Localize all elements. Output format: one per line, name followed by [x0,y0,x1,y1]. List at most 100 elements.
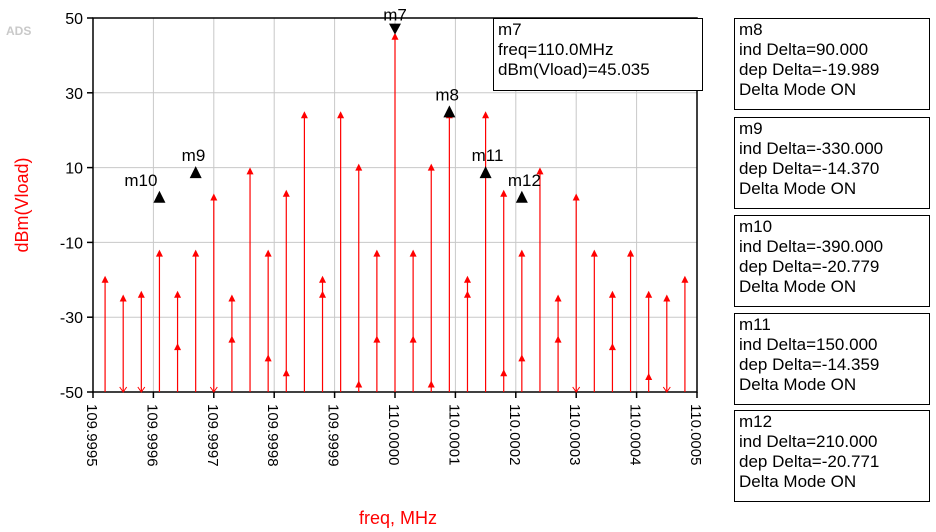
x-tick-label: 109.9997 [204,404,221,467]
stem-point [137,290,145,298]
x-tick-label: 109.9998 [264,404,281,467]
stem-point [482,111,490,119]
readout-line: ind Delta=-330.000 [739,139,884,158]
x-tick-label: 109.9995 [83,404,100,467]
x-tick-label: 109.9999 [325,404,342,467]
x-axis-label: freq, MHz [359,508,437,528]
stem-point [101,275,109,283]
x-tick-label: 110.0005 [687,404,704,465]
stem-point [645,373,653,381]
stem-point [155,249,163,257]
delta-readout-m9: m9 ind Delta=-330.000 dep Delta=-14.370 … [734,117,930,209]
x-tick-label: 110.0002 [506,404,523,465]
x-tick-label: 109.9996 [143,404,160,467]
marker-m12 [515,190,528,203]
stem-point [590,249,598,257]
stem-point [608,343,616,351]
stem-point [554,294,562,302]
stem-point [645,290,653,298]
marker-m11 [479,166,492,179]
stem-point [536,167,544,175]
stem-point [119,294,127,302]
ads-logo: ADS [6,24,32,38]
stem-point [518,354,526,362]
stem-point [174,343,182,351]
delta-readout-m12: m12 ind Delta=210.000 dep Delta=-20.771 … [734,410,930,502]
readout-line: dep Delta=-20.771 [739,452,880,471]
y-tick-label: -30 [60,310,83,327]
stem-point [627,249,635,257]
readout-line: ind Delta=-390.000 [739,237,884,256]
readout-line: dep Delta=-20.779 [739,257,880,276]
y-tick-label: -10 [60,235,83,252]
stem-floor-point [209,386,218,393]
x-tick-label: 110.0004 [627,404,644,465]
stem-floor-point [572,386,581,393]
readout-line: m9 [739,119,763,138]
marker-m9 [189,166,202,179]
stem-point [264,354,272,362]
marker-readout-m7: m7 freq=110.0MHz dBm(Vload)=45.035 [493,18,703,91]
readout-line: ind Delta=150.000 [739,335,878,354]
readout-line: m8 [739,20,763,39]
stem-point [663,294,671,302]
stem-point [300,111,308,119]
y-tick-label: -50 [60,385,83,402]
stem-point [391,32,399,40]
x-tick-label: 110.0001 [445,404,462,465]
readout-line: dep Delta=-14.359 [739,355,880,374]
stem-floor-point [662,386,671,393]
readout-line: freq=110.0MHz [498,40,614,59]
stem-point [355,163,363,171]
y-tick-label: 10 [65,161,83,178]
delta-readout-m10: m10 ind Delta=-390.000 dep Delta=-20.779… [734,215,930,307]
delta-readout-m8: m8 ind Delta=90.000 dep Delta=-19.989 De… [734,18,930,110]
readout-line: m10 [739,217,773,236]
x-tick-label: 110.0003 [566,404,583,465]
stem-point [246,167,254,175]
marker-label-m9: m9 [182,146,206,165]
stem-point [264,249,272,257]
stem-point [210,193,218,201]
stem-point [427,380,435,388]
readout-line: ind Delta=210.000 [739,432,878,451]
stem-point [409,249,417,257]
readout-line: dep Delta=-14.370 [739,159,880,178]
stem-point [319,290,327,298]
y-tick-label: 50 [65,11,83,28]
stem-point [608,290,616,298]
stem-point [427,163,435,171]
stem-point [337,111,345,119]
stem-point [681,275,689,283]
readout-line: dep Delta=-19.989 [739,60,880,79]
stem-floor-point [137,386,146,393]
stem-point [373,335,381,343]
marker-label-m10: m10 [124,171,157,190]
stem-point [192,249,200,257]
stem-series [101,32,689,393]
marker-m8 [443,105,456,118]
stem-point [282,369,290,377]
stem-point [282,189,290,197]
marker-label-m11: m11 [472,146,504,165]
stem-point [500,369,508,377]
y-tick-label: 30 [65,86,83,103]
stem-floor-point [119,386,128,393]
marker-label-m8: m8 [435,85,459,104]
stem-point [228,294,236,302]
stem-point [554,335,562,343]
stem-point [518,249,526,257]
stem-point [463,290,471,298]
readout-line: Delta Mode ON [739,375,857,394]
marker-label-m12: m12 [508,171,541,190]
stem-point [319,275,327,283]
readout-line: m12 [739,412,773,431]
stem-point [463,275,471,283]
readout-line: Delta Mode ON [739,80,857,99]
stem-point [373,249,381,257]
stem-point [355,380,363,388]
x-tick-label: 110.0000 [385,404,402,465]
